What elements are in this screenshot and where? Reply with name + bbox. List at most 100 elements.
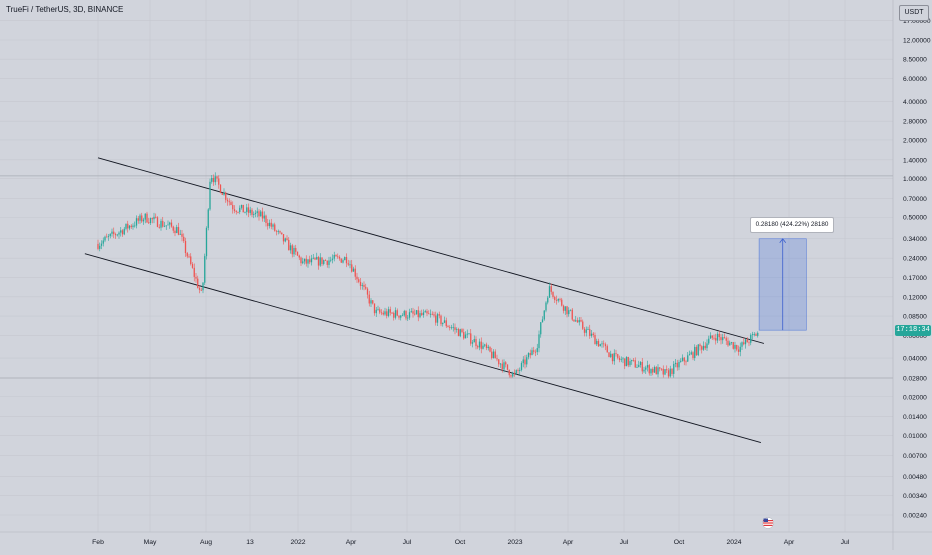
candle-body (351, 264, 353, 272)
candle-body (597, 340, 600, 347)
candle-body (135, 218, 138, 226)
candle-body (583, 328, 586, 333)
candle-body (540, 322, 542, 335)
candle-body (254, 212, 257, 215)
candle-body (513, 372, 516, 374)
candle-body (221, 192, 223, 195)
candle-body (711, 335, 713, 338)
currency-button[interactable]: USDT (899, 5, 929, 21)
candle-body (499, 363, 502, 365)
candle-body (454, 327, 456, 330)
x-tick-label: 2022 (290, 539, 305, 546)
candle-body (517, 370, 519, 371)
candle-body (113, 231, 115, 235)
candle-body (309, 259, 311, 263)
candle-body (477, 346, 479, 348)
x-axis[interactable]: Feb May Aug 13 2022 Apr Jul Oct 2023 Apr Jul Oct 202… (0, 531, 932, 546)
candle-body (356, 276, 358, 280)
candle-body (417, 310, 419, 318)
candle-body (433, 314, 435, 316)
candle-body (205, 227, 208, 257)
candle-body (429, 313, 432, 315)
x-tick-label: Apr (563, 539, 574, 546)
candle-body (372, 300, 374, 304)
candle-body (268, 222, 271, 227)
candle-body (109, 233, 111, 237)
y-axis[interactable]: 17.00000 12.00000 8.50000 6.00000 4.00000 2.8… (892, 0, 931, 550)
us-flag-icon[interactable] (762, 516, 774, 529)
candle-body (170, 222, 173, 227)
candle-body (298, 255, 300, 258)
candle-body (118, 232, 120, 235)
candle-body (678, 361, 680, 368)
candle-body (624, 358, 626, 367)
candle-body (639, 362, 642, 365)
candle-body (419, 313, 421, 318)
candle-body (669, 368, 671, 377)
candle-body (438, 314, 440, 316)
candle-body (204, 256, 206, 283)
candle-body (158, 226, 160, 228)
candle-body (466, 333, 468, 335)
measure-tool-arrow-head (779, 238, 787, 243)
y-tick-label: 0.00340 (903, 493, 927, 500)
candle-body (232, 204, 234, 210)
candle-body (676, 362, 678, 368)
candle-body (272, 224, 274, 227)
y-tick-label: 17.00000 (903, 18, 931, 25)
candle-body (310, 258, 313, 263)
candle-body (695, 346, 698, 356)
candle-body (408, 312, 411, 318)
candle-body (97, 243, 99, 249)
candle-body (667, 370, 670, 377)
candle-body (240, 204, 243, 208)
candle-body (718, 333, 720, 338)
candle-body (722, 337, 724, 341)
y-tick-label: 0.34000 (903, 236, 927, 243)
candle-body (475, 339, 477, 347)
measure-tool[interactable] (758, 238, 807, 331)
candle-body (436, 314, 439, 323)
candle-body (452, 327, 454, 329)
candle-body (526, 357, 528, 365)
candle-body (459, 329, 461, 337)
candle-body (482, 345, 484, 349)
candle-body (200, 289, 202, 291)
y-tick-label: 0.00480 (903, 474, 927, 481)
candle-body (571, 309, 573, 320)
candle-body (750, 334, 752, 343)
candle-body (172, 226, 174, 231)
candle-body (713, 337, 715, 339)
candle-body (489, 346, 491, 352)
x-tick-label: Apr (346, 539, 357, 546)
candle-body (739, 346, 741, 352)
candle-body (169, 222, 171, 225)
candle-body (573, 319, 575, 322)
candle-body (611, 353, 614, 362)
candle-body (128, 225, 131, 229)
candle-body (335, 254, 337, 257)
candle-body (748, 342, 750, 344)
candle-body (365, 286, 367, 289)
candle-body (463, 332, 465, 339)
candle-body (293, 247, 295, 255)
candle-body (473, 339, 475, 343)
candle-body (496, 358, 498, 360)
channel-lines[interactable] (84, 157, 765, 443)
candle-body (709, 335, 712, 339)
candle-body (533, 350, 535, 352)
candle-body (265, 215, 267, 223)
candle-body (457, 329, 460, 337)
candle-body (337, 256, 339, 258)
candle-body (386, 311, 388, 316)
y-tick-label: 0.06000 (903, 333, 927, 340)
candle-body (373, 303, 376, 314)
candle-body (317, 257, 320, 266)
candle-body (174, 230, 176, 234)
candle-body (701, 346, 703, 350)
candle-body (340, 258, 342, 263)
candle-body (137, 218, 139, 221)
candle-body (207, 209, 209, 228)
